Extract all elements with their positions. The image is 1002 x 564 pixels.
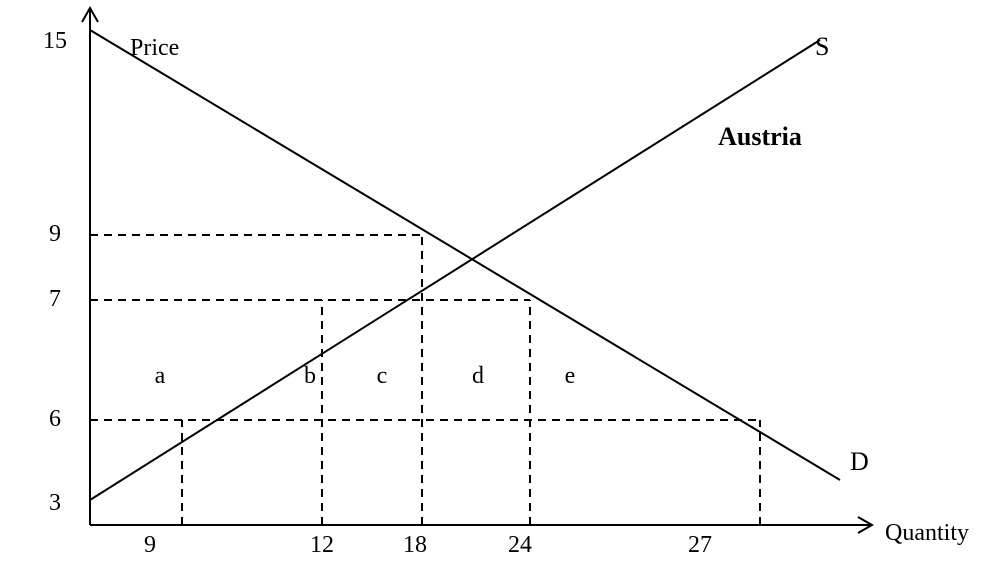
ytick-9: 9: [49, 221, 61, 247]
area-d: d: [472, 363, 484, 389]
axes: [82, 8, 872, 533]
reference-lines: [90, 235, 760, 525]
supply-curve: [90, 40, 820, 500]
ytick-3: 3: [49, 490, 61, 516]
demand-label: D: [850, 447, 869, 476]
supply-demand-chart: 15 9 7 6 3 9 12 18 24 27 Price Quantity …: [0, 0, 1002, 564]
ytick-6: 6: [49, 406, 61, 432]
area-a: a: [155, 363, 166, 389]
xtick-12: 12: [310, 532, 334, 558]
xtick-9: 9: [144, 532, 156, 558]
xtick-24: 24: [508, 532, 532, 558]
area-b: b: [304, 363, 316, 389]
area-c: c: [377, 363, 388, 389]
area-e: e: [565, 363, 576, 389]
y-axis-label: Price: [130, 35, 179, 61]
ytick-7: 7: [49, 286, 61, 312]
chart-title: Austria: [718, 122, 802, 151]
x-axis-label: Quantity: [885, 520, 969, 546]
x-tick-labels: 9 12 18 24 27: [144, 532, 712, 558]
xtick-18: 18: [403, 532, 427, 558]
area-labels: a b c d e: [155, 363, 576, 389]
ytick-15: 15: [43, 28, 67, 54]
supply-label: S: [815, 32, 829, 61]
y-tick-labels: 15 9 7 6 3: [43, 28, 67, 516]
xtick-27: 27: [688, 532, 712, 558]
